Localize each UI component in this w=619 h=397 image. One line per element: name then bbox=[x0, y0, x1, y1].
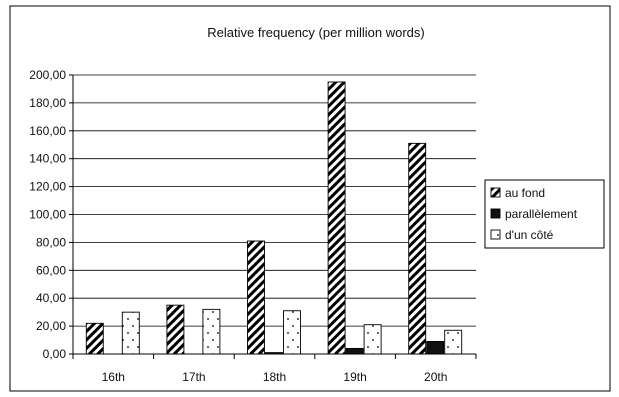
y-tick-label: 80,00 bbox=[36, 235, 66, 249]
x-tick-label: 20th bbox=[424, 370, 447, 384]
legend-label: d'un côté bbox=[505, 228, 554, 242]
bar-aufond-18th bbox=[247, 240, 265, 355]
legend-swatch bbox=[490, 229, 501, 240]
legend-label: parallèlement bbox=[505, 207, 578, 221]
legend-label: au fond bbox=[505, 186, 545, 200]
y-tick-label: 60,00 bbox=[36, 263, 66, 277]
y-tick-label: 120,00 bbox=[29, 180, 66, 194]
legend-swatch bbox=[490, 187, 501, 198]
y-tick-label: 20,00 bbox=[36, 319, 66, 333]
legend-swatch bbox=[490, 208, 501, 219]
y-tick-label: 160,00 bbox=[29, 124, 66, 138]
y-tick-label: 40,00 bbox=[36, 291, 66, 305]
bar-dunct-17th bbox=[202, 308, 221, 355]
bar-aufond-19th bbox=[327, 81, 346, 355]
y-tick-label: 100,00 bbox=[29, 208, 66, 222]
bar-aufond-20th bbox=[408, 142, 427, 355]
chart-title: Relative frequency (per million words) bbox=[207, 25, 424, 40]
bar-paralllement-19th bbox=[345, 347, 364, 355]
y-tick-label: 180,00 bbox=[29, 96, 66, 110]
y-tick-label: 140,00 bbox=[29, 152, 66, 166]
legend-box bbox=[484, 179, 605, 249]
bar-dunct-19th bbox=[363, 324, 382, 355]
x-tick-label: 18th bbox=[263, 370, 286, 384]
legend: au fond parallèlement d'un côté bbox=[484, 179, 605, 249]
y-tick-label: 200,00 bbox=[29, 68, 66, 82]
bar-aufond-16th bbox=[85, 322, 104, 355]
bar-dunct-16th bbox=[121, 311, 140, 355]
x-tick-label: 16th bbox=[102, 370, 125, 384]
bars bbox=[85, 81, 463, 355]
x-tick-label: 17th bbox=[182, 370, 205, 384]
bar-aufond-17th bbox=[166, 304, 185, 355]
bar-dunct-20th bbox=[444, 329, 463, 355]
x-tick-label: 19th bbox=[343, 370, 366, 384]
axes: 0,00 20,00 40,00 60,00 80,00 100,00 120,00 140,… bbox=[29, 68, 477, 384]
bar-dunct-18th bbox=[283, 310, 301, 355]
y-tick-label: 0,00 bbox=[43, 347, 67, 361]
bar-paralllement-20th bbox=[426, 340, 445, 355]
